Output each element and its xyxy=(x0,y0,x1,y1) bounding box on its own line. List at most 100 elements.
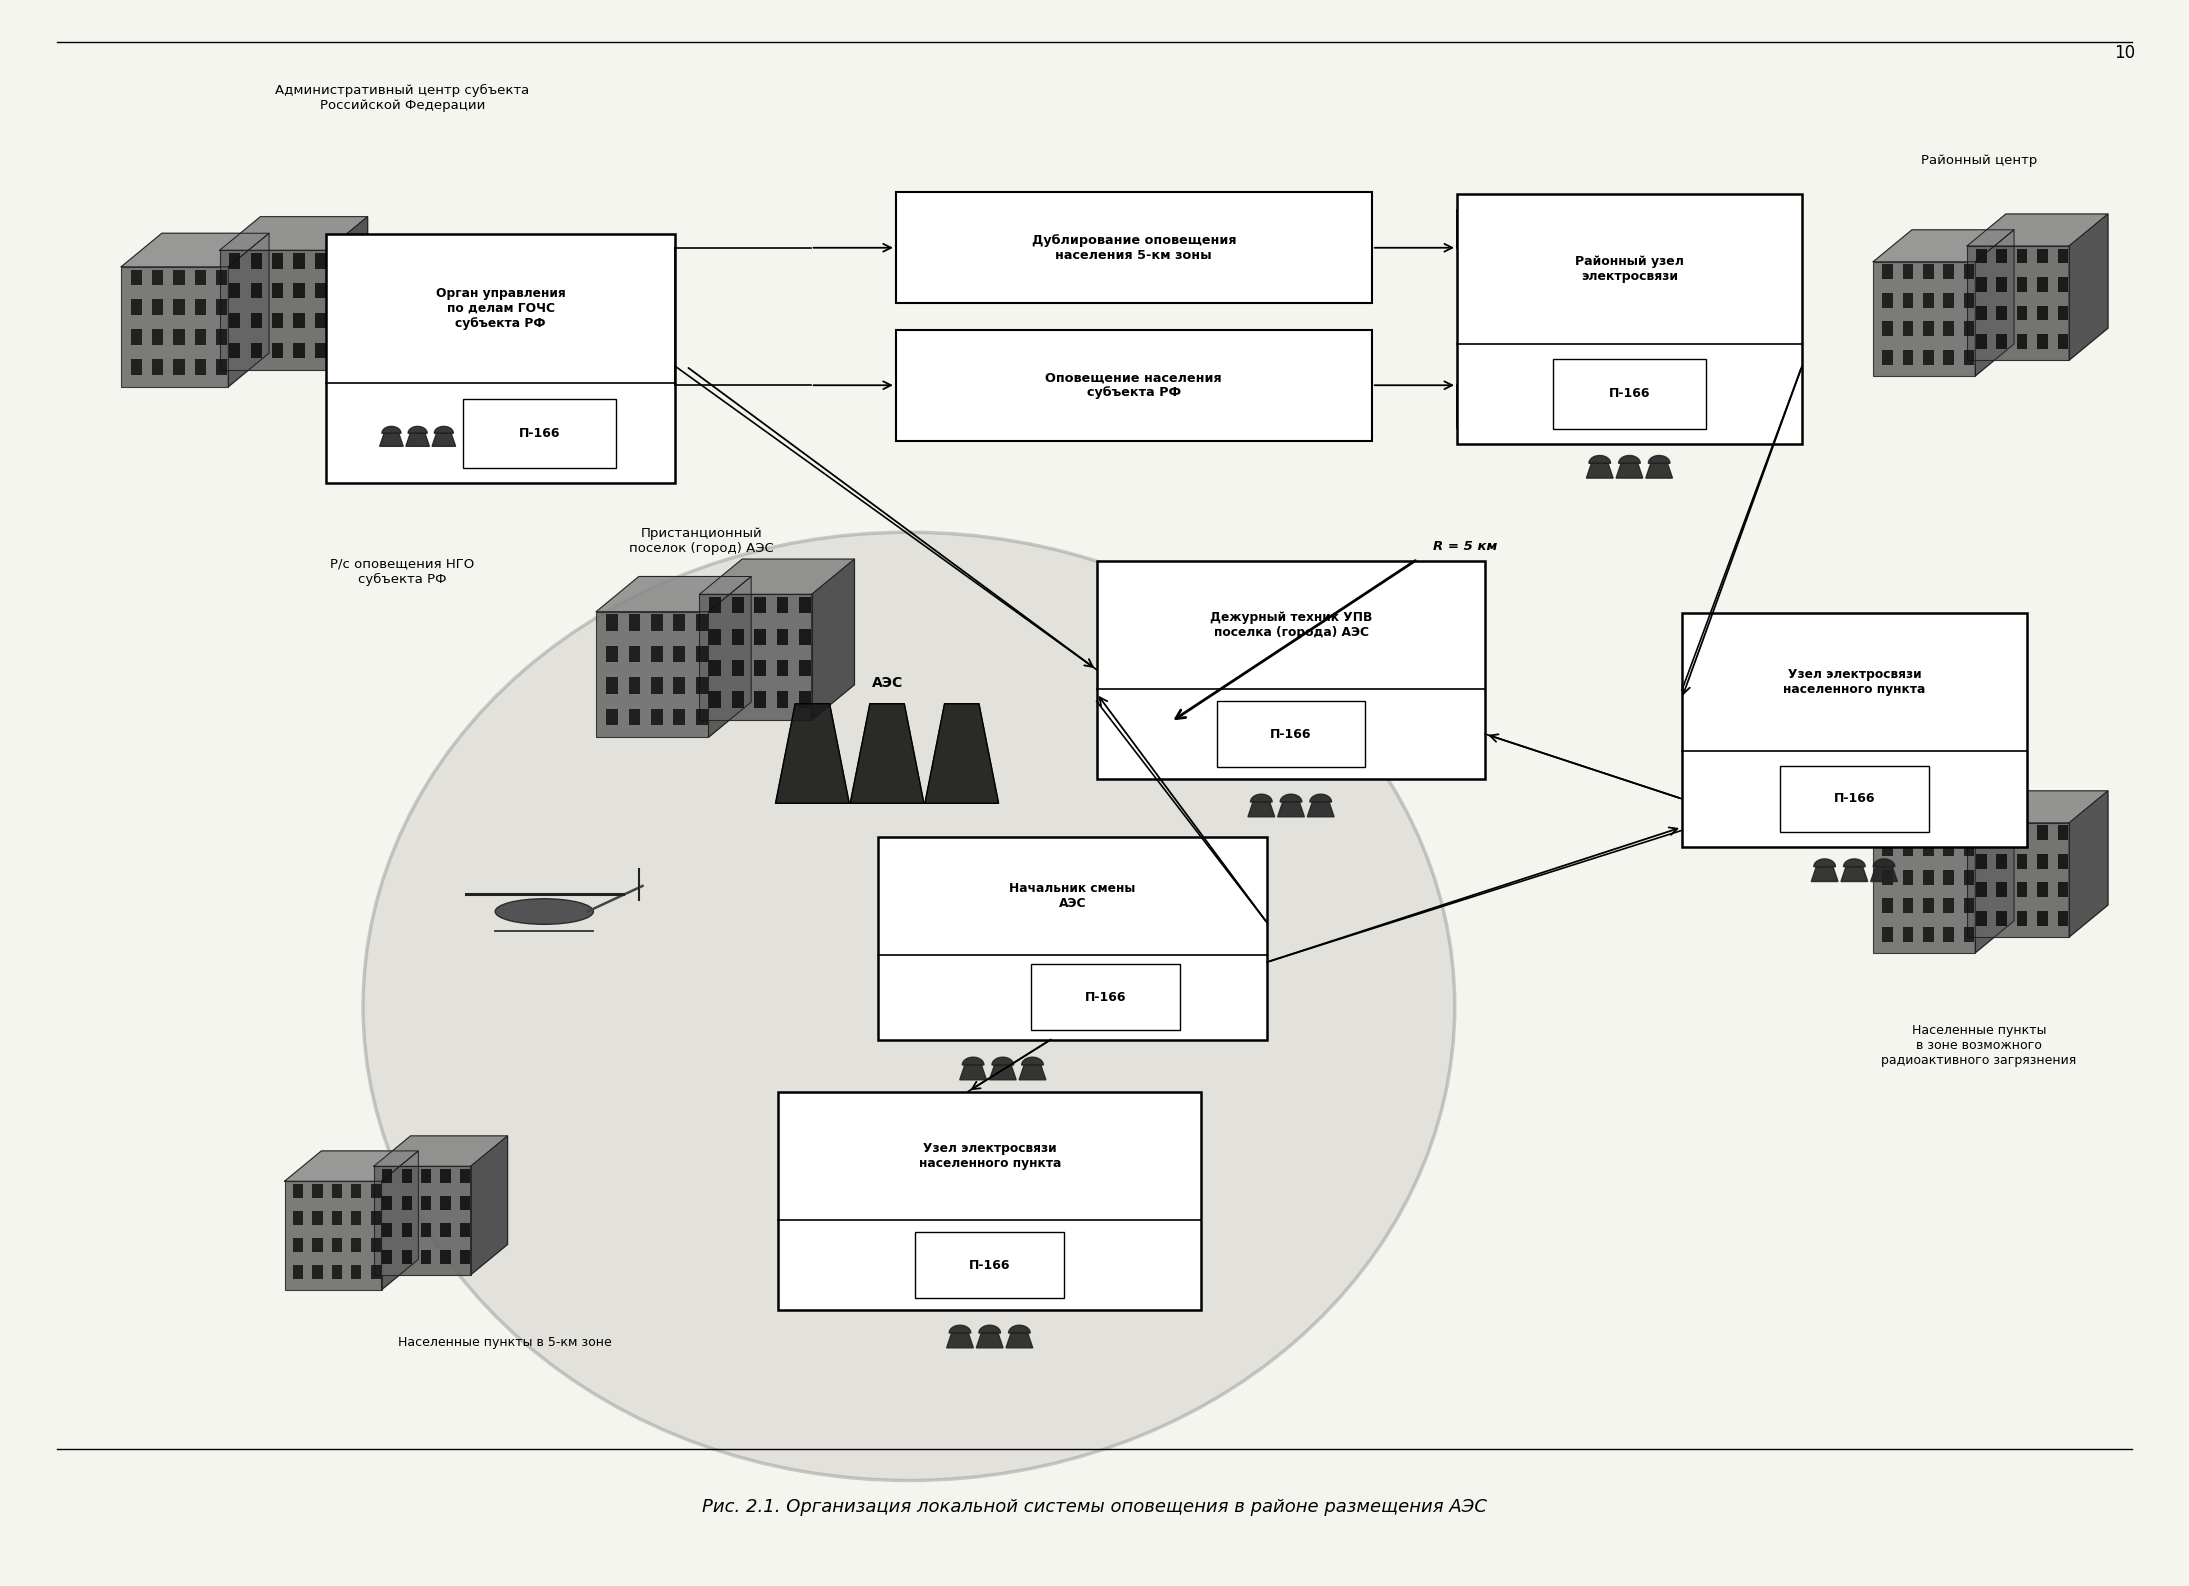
FancyBboxPatch shape xyxy=(195,330,206,346)
Text: Орган управления
по делам ГОЧС
субъекта РФ: Орган управления по делам ГОЧС субъекта … xyxy=(436,287,565,330)
FancyBboxPatch shape xyxy=(271,312,282,328)
FancyBboxPatch shape xyxy=(1922,898,1933,914)
FancyBboxPatch shape xyxy=(1883,293,1893,308)
Polygon shape xyxy=(1281,795,1302,803)
FancyBboxPatch shape xyxy=(674,677,685,693)
FancyBboxPatch shape xyxy=(1964,926,1974,942)
FancyBboxPatch shape xyxy=(1944,898,1955,914)
Polygon shape xyxy=(228,233,269,387)
FancyBboxPatch shape xyxy=(2058,910,2069,926)
Text: Р/с оповещения НГО
субъекта РФ: Р/с оповещения НГО субъекта РФ xyxy=(331,558,475,585)
Text: П-166: П-166 xyxy=(519,427,560,439)
FancyBboxPatch shape xyxy=(1902,293,1913,308)
FancyBboxPatch shape xyxy=(131,330,142,346)
Polygon shape xyxy=(1009,1326,1031,1334)
Polygon shape xyxy=(992,1058,1014,1066)
Polygon shape xyxy=(471,1136,508,1275)
FancyBboxPatch shape xyxy=(173,300,184,316)
Text: Дублирование оповещения
населения 5-км зоны: Дублирование оповещения населения 5-км з… xyxy=(1031,233,1237,262)
FancyBboxPatch shape xyxy=(2038,278,2049,292)
FancyBboxPatch shape xyxy=(460,1196,471,1210)
FancyBboxPatch shape xyxy=(628,677,639,693)
FancyBboxPatch shape xyxy=(313,1183,322,1197)
Polygon shape xyxy=(2069,214,2108,360)
FancyBboxPatch shape xyxy=(777,691,788,707)
Polygon shape xyxy=(950,1326,972,1334)
FancyBboxPatch shape xyxy=(464,398,617,468)
Polygon shape xyxy=(1020,1066,1046,1080)
FancyBboxPatch shape xyxy=(2058,335,2069,349)
FancyBboxPatch shape xyxy=(173,330,184,346)
FancyBboxPatch shape xyxy=(696,646,707,663)
Text: 10: 10 xyxy=(2115,44,2136,62)
Polygon shape xyxy=(405,433,429,446)
FancyBboxPatch shape xyxy=(1902,322,1913,336)
FancyBboxPatch shape xyxy=(2058,853,2069,869)
FancyBboxPatch shape xyxy=(313,1210,322,1224)
FancyBboxPatch shape xyxy=(628,709,639,725)
FancyBboxPatch shape xyxy=(709,691,720,707)
FancyBboxPatch shape xyxy=(151,270,164,285)
FancyBboxPatch shape xyxy=(777,596,788,614)
FancyBboxPatch shape xyxy=(1964,841,1974,856)
FancyBboxPatch shape xyxy=(370,1239,381,1251)
FancyBboxPatch shape xyxy=(1902,351,1913,365)
FancyBboxPatch shape xyxy=(1977,853,1988,869)
Text: Рис. 2.1. Организация локальной системы оповещения в районе размещения АЭС: Рис. 2.1. Организация локальной системы … xyxy=(703,1499,1486,1516)
FancyBboxPatch shape xyxy=(2016,306,2027,320)
Polygon shape xyxy=(1974,807,2014,953)
FancyBboxPatch shape xyxy=(383,1196,392,1210)
Polygon shape xyxy=(1974,230,2014,376)
Polygon shape xyxy=(1874,230,2014,262)
FancyBboxPatch shape xyxy=(1922,869,1933,885)
FancyBboxPatch shape xyxy=(401,1169,412,1183)
Polygon shape xyxy=(812,560,854,720)
FancyBboxPatch shape xyxy=(1883,926,1893,942)
Text: Начальник смены
АЭС: Начальник смены АЭС xyxy=(1009,882,1136,910)
Polygon shape xyxy=(963,1058,985,1066)
FancyBboxPatch shape xyxy=(131,270,142,285)
FancyBboxPatch shape xyxy=(709,660,720,676)
FancyBboxPatch shape xyxy=(151,330,164,346)
FancyBboxPatch shape xyxy=(293,282,304,298)
Polygon shape xyxy=(959,1066,987,1080)
FancyBboxPatch shape xyxy=(1944,351,1955,365)
FancyBboxPatch shape xyxy=(1922,351,1933,365)
FancyBboxPatch shape xyxy=(315,312,326,328)
FancyBboxPatch shape xyxy=(2016,853,2027,869)
FancyBboxPatch shape xyxy=(217,270,228,285)
FancyBboxPatch shape xyxy=(195,270,206,285)
Polygon shape xyxy=(2069,791,2108,937)
Polygon shape xyxy=(1810,866,1839,882)
FancyBboxPatch shape xyxy=(674,614,685,631)
Polygon shape xyxy=(1872,866,1898,882)
FancyBboxPatch shape xyxy=(383,1223,392,1237)
Polygon shape xyxy=(1007,1334,1033,1348)
FancyBboxPatch shape xyxy=(151,360,164,374)
FancyBboxPatch shape xyxy=(1968,823,2069,937)
FancyBboxPatch shape xyxy=(1944,926,1955,942)
FancyBboxPatch shape xyxy=(315,252,326,268)
Polygon shape xyxy=(700,560,854,595)
FancyBboxPatch shape xyxy=(151,300,164,316)
FancyBboxPatch shape xyxy=(1964,293,1974,308)
FancyBboxPatch shape xyxy=(401,1250,412,1264)
FancyBboxPatch shape xyxy=(2016,249,2027,263)
FancyBboxPatch shape xyxy=(799,628,810,646)
FancyBboxPatch shape xyxy=(1902,898,1913,914)
FancyBboxPatch shape xyxy=(1922,322,1933,336)
FancyBboxPatch shape xyxy=(230,312,241,328)
FancyBboxPatch shape xyxy=(595,612,709,737)
FancyBboxPatch shape xyxy=(1996,335,2007,349)
FancyBboxPatch shape xyxy=(915,1232,1064,1299)
Polygon shape xyxy=(595,576,751,612)
FancyBboxPatch shape xyxy=(1031,964,1180,1031)
Ellipse shape xyxy=(363,533,1456,1480)
FancyBboxPatch shape xyxy=(1944,322,1955,336)
FancyBboxPatch shape xyxy=(731,628,744,646)
FancyBboxPatch shape xyxy=(420,1196,431,1210)
FancyBboxPatch shape xyxy=(293,1210,302,1224)
Text: Административный центр субъекта
Российской Федерации: Административный центр субъекта Российск… xyxy=(276,84,530,111)
FancyBboxPatch shape xyxy=(606,677,617,693)
Polygon shape xyxy=(285,1151,418,1182)
